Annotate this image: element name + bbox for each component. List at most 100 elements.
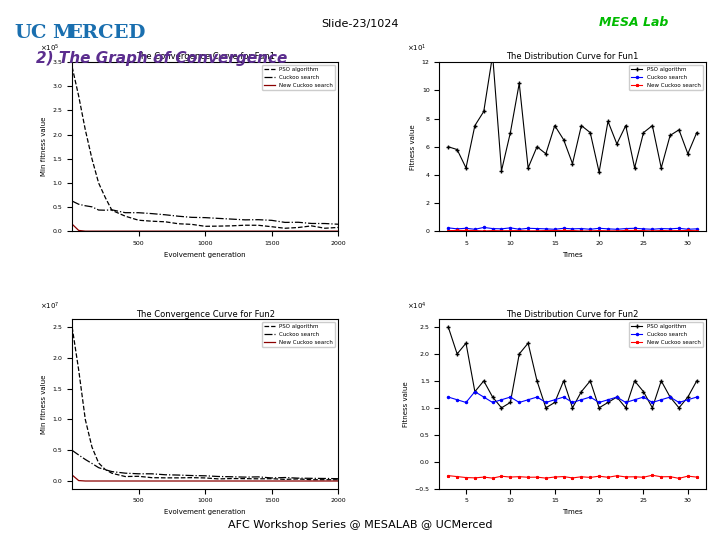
New Cuckoo search: [214, 478, 222, 484]
PSO algorithm: [639, 130, 648, 136]
New Cuckoo search: [666, 474, 675, 480]
PSO algorithm: [595, 404, 603, 411]
New Cuckoo search: [471, 227, 480, 234]
X-axis label: Evolvement generation: Evolvement generation: [164, 252, 246, 258]
PSO algorithm: [240, 475, 249, 482]
New Cuckoo search: [94, 228, 103, 234]
PSO algorithm: [228, 475, 236, 482]
Cuckoo search: [621, 225, 630, 232]
Cuckoo search: [214, 215, 222, 221]
New Cuckoo search: [568, 227, 577, 234]
Line: Cuckoo search: Cuckoo search: [72, 201, 338, 224]
PSO algorithm: [586, 130, 595, 136]
Cuckoo search: [515, 226, 523, 233]
X-axis label: Evolvement generation: Evolvement generation: [164, 509, 246, 515]
Text: $\times 10^1$: $\times 10^1$: [408, 43, 427, 55]
PSO algorithm: [471, 388, 480, 395]
Cuckoo search: [559, 225, 568, 232]
New Cuckoo search: [550, 227, 559, 234]
Text: $\times 10^7$: $\times 10^7$: [40, 300, 60, 312]
Cuckoo search: [214, 473, 222, 480]
PSO algorithm: [88, 156, 96, 162]
New Cuckoo search: [444, 472, 453, 479]
Cuckoo search: [657, 225, 665, 232]
Cuckoo search: [471, 226, 480, 233]
PSO algorithm: [444, 144, 453, 150]
New Cuckoo search: [453, 474, 462, 480]
Cuckoo search: [498, 226, 506, 232]
PSO algorithm: [471, 123, 480, 129]
Cuckoo search: [613, 394, 621, 400]
New Cuckoo search: [568, 475, 577, 481]
PSO algorithm: [214, 476, 222, 482]
New Cuckoo search: [134, 478, 143, 484]
New Cuckoo search: [74, 227, 83, 234]
Cuckoo search: [533, 225, 541, 232]
New Cuckoo search: [240, 228, 249, 234]
New Cuckoo search: [603, 474, 612, 481]
Y-axis label: Fitness value: Fitness value: [403, 381, 409, 427]
PSO algorithm: [550, 399, 559, 406]
PSO algorithm: [603, 399, 612, 406]
New Cuckoo search: [294, 228, 302, 234]
PSO algorithm: [453, 146, 462, 153]
Cuckoo search: [74, 201, 83, 207]
PSO algorithm: [307, 222, 316, 229]
Line: Cuckoo search: Cuckoo search: [447, 226, 698, 231]
New Cuckoo search: [134, 228, 143, 234]
PSO algorithm: [683, 151, 692, 157]
Cuckoo search: [320, 475, 329, 482]
PSO algorithm: [506, 130, 515, 136]
New Cuckoo search: [201, 228, 210, 234]
New Cuckoo search: [307, 478, 316, 484]
PSO algorithm: [648, 123, 657, 129]
Cuckoo search: [94, 464, 103, 471]
Cuckoo search: [107, 468, 116, 475]
PSO algorithm: [675, 126, 683, 133]
New Cuckoo search: [524, 228, 533, 234]
New Cuckoo search: [68, 221, 76, 227]
Cuckoo search: [267, 217, 276, 224]
Cuckoo search: [683, 396, 692, 403]
Text: ERCED: ERCED: [67, 24, 145, 42]
PSO algorithm: [613, 141, 621, 147]
New Cuckoo search: [657, 474, 665, 480]
Cuckoo search: [134, 210, 143, 216]
Cuckoo search: [281, 474, 289, 481]
New Cuckoo search: [613, 472, 621, 479]
New Cuckoo search: [524, 474, 533, 481]
New Cuckoo search: [506, 227, 515, 234]
PSO algorithm: [228, 222, 236, 229]
Cuckoo search: [134, 470, 143, 477]
PSO algorithm: [267, 475, 276, 482]
Cuckoo search: [267, 475, 276, 481]
PSO algorithm: [334, 224, 343, 231]
PSO algorithm: [568, 404, 577, 411]
Text: M: M: [52, 24, 73, 42]
X-axis label: Times: Times: [562, 252, 582, 258]
PSO algorithm: [577, 388, 585, 395]
Cuckoo search: [444, 225, 453, 231]
PSO algorithm: [693, 130, 701, 136]
New Cuckoo search: [693, 474, 701, 481]
New Cuckoo search: [101, 228, 109, 234]
Cuckoo search: [101, 207, 109, 213]
New Cuckoo search: [240, 478, 249, 484]
Cuckoo search: [334, 475, 343, 482]
Line: PSO algorithm: PSO algorithm: [72, 67, 338, 228]
New Cuckoo search: [675, 475, 683, 482]
New Cuckoo search: [693, 227, 701, 234]
Cuckoo search: [541, 399, 550, 406]
New Cuckoo search: [621, 227, 630, 234]
PSO algorithm: [462, 165, 470, 171]
Cuckoo search: [228, 216, 236, 222]
New Cuckoo search: [559, 474, 568, 480]
Cuckoo search: [307, 475, 316, 482]
PSO algorithm: [201, 223, 210, 230]
New Cuckoo search: [81, 228, 89, 234]
New Cuckoo search: [541, 475, 550, 481]
PSO algorithm: [240, 222, 249, 228]
PSO algorithm: [683, 394, 692, 400]
New Cuckoo search: [174, 478, 183, 484]
Text: Slide-23/1024: Slide-23/1024: [321, 19, 399, 29]
